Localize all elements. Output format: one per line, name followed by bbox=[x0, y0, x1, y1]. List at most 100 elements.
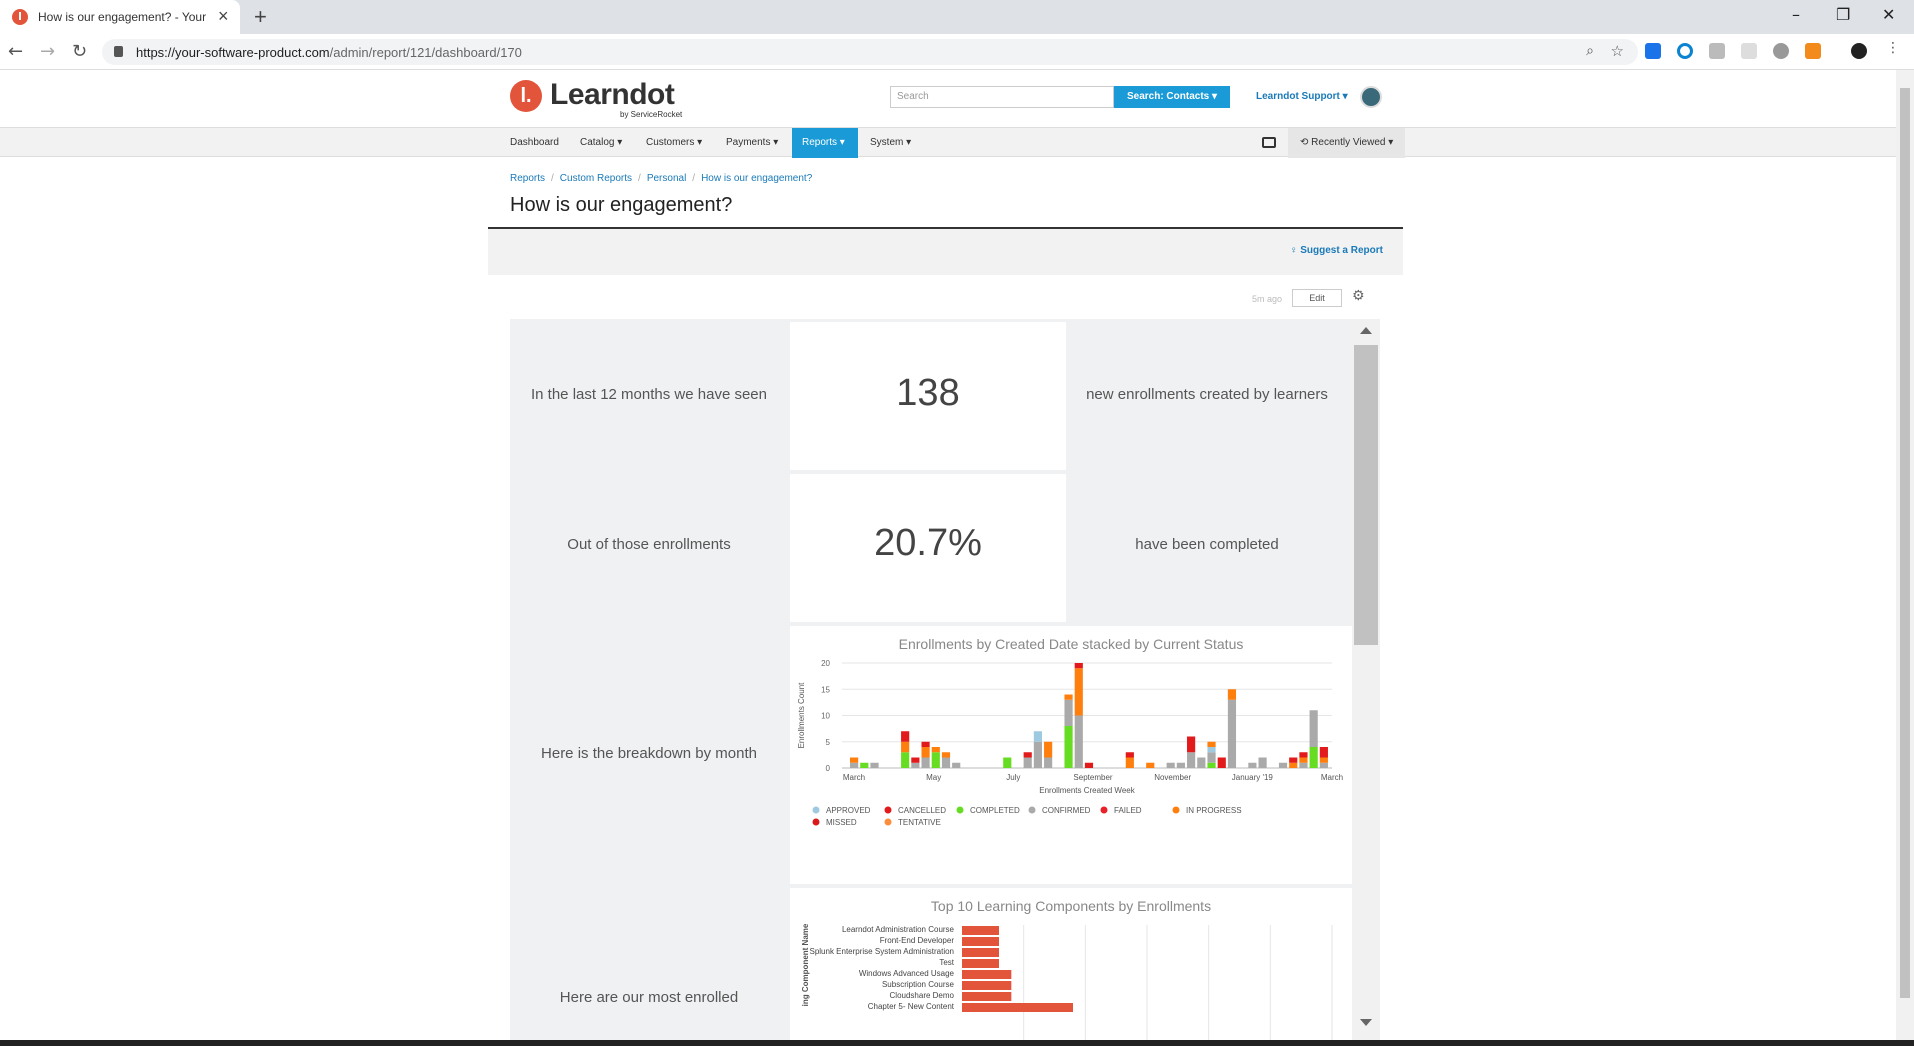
completion-rate-value: 20.7% bbox=[874, 522, 982, 564]
bar-segment bbox=[1044, 757, 1053, 768]
category-label: Subscription Course bbox=[882, 980, 955, 989]
category-label: Cloudshare Demo bbox=[890, 991, 955, 1000]
bar-segment bbox=[860, 762, 869, 768]
bar-segment bbox=[1299, 757, 1308, 763]
top-components-title: Top 10 Learning Components by Enrollment… bbox=[930, 898, 1212, 914]
legend-label: TENTATIVE bbox=[898, 818, 941, 827]
bar-segment bbox=[1187, 752, 1196, 768]
inbox-icon[interactable] bbox=[1262, 137, 1276, 148]
hbar bbox=[962, 926, 999, 935]
y-tick-label: 0 bbox=[826, 764, 831, 773]
breadcrumb-current[interactable]: How is our engagement? bbox=[701, 173, 813, 184]
learndot-favicon-icon: l bbox=[12, 9, 28, 25]
legend-marker bbox=[812, 806, 820, 814]
hbar bbox=[962, 970, 1012, 979]
browser-tab-strip: l How is our engagement? - Your S × + – … bbox=[0, 0, 1914, 34]
title-divider bbox=[488, 227, 1403, 229]
category-label: Splunk Enterprise System Administration bbox=[809, 947, 954, 956]
bookmark-star-icon[interactable]: ☆ bbox=[1610, 42, 1624, 60]
recently-viewed-menu[interactable]: ⟲ Recently Viewed ▾ bbox=[1288, 128, 1406, 158]
legend-label: APPROVED bbox=[826, 806, 871, 815]
bar-segment bbox=[921, 747, 930, 758]
enrollments-count-card: 138 bbox=[790, 322, 1066, 470]
close-tab-icon[interactable]: × bbox=[218, 6, 229, 26]
dashboard-scrollbar[interactable] bbox=[1352, 319, 1380, 1046]
menu-dots-icon[interactable]: ⋮ bbox=[1886, 40, 1900, 56]
legend-marker bbox=[884, 818, 892, 826]
stacked-bar-chart: 0 5 10 15 20 Enrollments Count March May July Sep… bbox=[797, 659, 1343, 827]
close-window-icon[interactable]: ✕ bbox=[1882, 5, 1896, 24]
breadcrumb-custom-reports[interactable]: Custom Reports bbox=[559, 173, 633, 184]
scroll-up-icon[interactable] bbox=[1360, 327, 1372, 334]
updated-ago: 5m ago bbox=[1252, 294, 1283, 304]
url-input[interactable]: https://your-software-product.com/admin/… bbox=[102, 39, 1638, 65]
reload-icon[interactable]: ↻ bbox=[72, 41, 88, 62]
bar-segment bbox=[1227, 689, 1237, 700]
extension-circle-icon[interactable] bbox=[1677, 43, 1693, 59]
back-icon[interactable]: ← bbox=[8, 41, 24, 62]
extension-rss-icon[interactable] bbox=[1805, 43, 1821, 59]
minimize-icon[interactable]: – bbox=[1792, 5, 1800, 24]
bar-segment bbox=[1023, 757, 1032, 768]
bar-segment bbox=[1166, 762, 1175, 768]
breadcrumb-reports[interactable]: Reports bbox=[510, 173, 546, 184]
bar-segment bbox=[931, 747, 940, 753]
avatar[interactable] bbox=[1360, 86, 1382, 108]
bar-segment bbox=[911, 762, 920, 768]
nav-reports[interactable]: Reports ▾ bbox=[792, 128, 858, 158]
edit-button[interactable]: Edit bbox=[1292, 289, 1342, 307]
dashboard-scroll-thumb[interactable] bbox=[1354, 345, 1378, 645]
category-label: Test bbox=[939, 958, 954, 967]
extension-g-icon[interactable] bbox=[1709, 43, 1725, 59]
nav-system[interactable]: System ▾ bbox=[870, 137, 912, 148]
bar-segment bbox=[1207, 762, 1216, 768]
browser-tab[interactable]: l How is our engagement? - Your S × bbox=[0, 0, 240, 34]
bar-segment bbox=[1197, 757, 1206, 768]
nav-dashboard[interactable]: Dashboard bbox=[510, 137, 559, 148]
lock-icon bbox=[114, 46, 123, 57]
row1-right-text: new enrollments created by learners bbox=[1086, 386, 1328, 403]
page-scroll-thumb[interactable] bbox=[1900, 88, 1910, 998]
bar-segment bbox=[1299, 762, 1308, 768]
legend-marker bbox=[812, 818, 820, 826]
completion-rate-card: 20.7% bbox=[790, 474, 1066, 622]
bar-segment bbox=[921, 741, 930, 747]
x-tick-label: May bbox=[926, 773, 941, 782]
search-input[interactable]: Search bbox=[890, 86, 1114, 108]
nav-customers[interactable]: Customers ▾ bbox=[646, 137, 703, 148]
bar-segment bbox=[1278, 762, 1288, 768]
extension-gray-icon[interactable] bbox=[1773, 43, 1789, 59]
legend-marker bbox=[1028, 806, 1036, 814]
profile-avatar-icon[interactable] bbox=[1851, 43, 1867, 59]
x-tick-label: March bbox=[1321, 773, 1343, 782]
page-scrollbar[interactable] bbox=[1896, 70, 1914, 1046]
suggest-report-link[interactable]: ♀ Suggest a Report bbox=[1290, 245, 1383, 256]
url-text: https://your-software-product.com/admin/… bbox=[136, 45, 522, 60]
taskbar-edge bbox=[0, 1040, 1914, 1046]
nav-catalog[interactable]: Catalog ▾ bbox=[580, 137, 623, 148]
enrollments-count-value: 138 bbox=[896, 372, 960, 414]
bar-segment bbox=[1227, 699, 1237, 768]
bar-segment bbox=[901, 731, 910, 742]
bar-segment bbox=[1125, 752, 1134, 758]
bar-segment bbox=[952, 762, 961, 768]
zoom-icon[interactable]: ⌕ bbox=[1586, 43, 1594, 59]
forward-icon[interactable]: → bbox=[40, 41, 56, 62]
search-contacts-button[interactable]: Search: Contacts ▾ bbox=[1114, 86, 1230, 108]
legend-label: CONFIRMED bbox=[1042, 806, 1091, 815]
restore-icon[interactable]: ❐ bbox=[1836, 5, 1851, 24]
gear-icon[interactable]: ⚙ bbox=[1352, 288, 1365, 304]
user-menu[interactable]: Learndot Support ▾ bbox=[1256, 91, 1348, 102]
hbar bbox=[962, 992, 1012, 1001]
bar-segment bbox=[1309, 710, 1318, 747]
bar-segment bbox=[1289, 757, 1298, 763]
hbar bbox=[962, 948, 999, 957]
extension-b-icon[interactable] bbox=[1645, 43, 1661, 59]
extension-b2-icon[interactable] bbox=[1741, 43, 1757, 59]
x-tick-label: November bbox=[1154, 773, 1191, 782]
legend-label: IN PROGRESS bbox=[1186, 806, 1242, 815]
new-tab-icon[interactable]: + bbox=[254, 4, 267, 29]
nav-payments[interactable]: Payments ▾ bbox=[726, 137, 779, 148]
breadcrumb-personal[interactable]: Personal bbox=[646, 173, 687, 184]
scroll-down-icon[interactable] bbox=[1360, 1019, 1372, 1026]
